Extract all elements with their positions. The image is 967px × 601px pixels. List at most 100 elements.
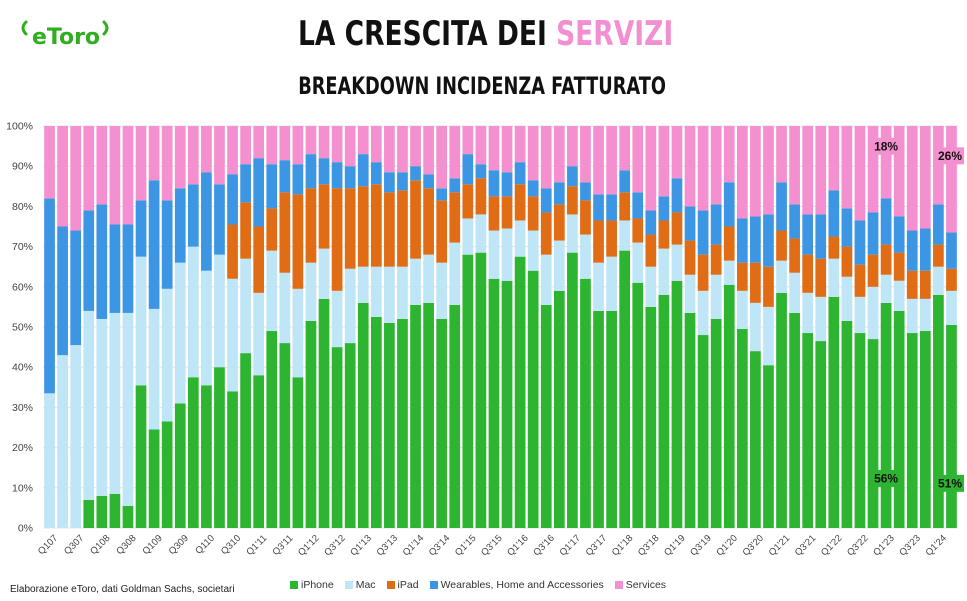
- bar-segment-iphone: [893, 310, 905, 528]
- bar-segment-mac: [501, 228, 513, 281]
- bar-segment-ipad: [750, 262, 761, 303]
- legend-label: Mac: [355, 579, 376, 591]
- bar-segment-wearables-home-and-accessories: [266, 164, 278, 209]
- legend-item: Mac: [344, 579, 376, 591]
- bar-segment-iphone: [906, 333, 918, 528]
- y-tick-label: 0%: [18, 523, 33, 535]
- bar-segment-wearables-home-and-accessories: [933, 204, 944, 245]
- bar-segment-ipad: [697, 254, 709, 291]
- source-note: Elaborazione eToro, dati Goldman Sachs, …: [10, 584, 235, 595]
- bar-segment-wearables-home-and-accessories: [83, 210, 95, 311]
- bar-segment-mac: [880, 274, 892, 303]
- bar-segment-services: [57, 126, 68, 227]
- bar-segment-iphone: [384, 322, 395, 528]
- bar-segment-mac: [449, 242, 461, 305]
- bar-segment-services: [736, 126, 748, 219]
- bar-segment-iphone: [514, 256, 526, 528]
- bar-segment-mac: [919, 298, 931, 332]
- legend: iPhone Mac iPad Wearables, Home and Accesso…: [290, 579, 666, 591]
- annotation-label: 26%: [936, 147, 964, 165]
- bar-segment-iphone: [423, 302, 434, 528]
- bar-segment-iphone: [187, 377, 199, 528]
- bar-segment-iphone: [684, 312, 696, 528]
- x-tick-label: Q1'17: [558, 533, 584, 559]
- bar-segment-iphone: [867, 339, 879, 528]
- bar-segment-ipad: [227, 224, 238, 279]
- bar-segment-services: [671, 126, 683, 179]
- bar-segment-ipad: [828, 236, 840, 259]
- bar-segment-wearables-home-and-accessories: [632, 192, 644, 219]
- bar-segment-ipad: [815, 258, 827, 297]
- bar-segment-iphone: [645, 306, 657, 528]
- bar-segment-wearables-home-and-accessories: [776, 182, 787, 231]
- bar-segment-wearables-home-and-accessories: [344, 166, 356, 189]
- bar-segment-services: [174, 126, 186, 189]
- legend-label: iPhone: [301, 579, 334, 591]
- x-tick-label: Q3'11: [270, 533, 295, 558]
- bar-segment-ipad: [619, 192, 631, 221]
- bar-segment-mac: [44, 393, 55, 528]
- bar-segment-ipad: [736, 262, 748, 291]
- bar-segment-iphone: [475, 252, 487, 528]
- x-tick-label: Q3'22: [845, 533, 871, 559]
- bar-segment-iphone: [750, 351, 761, 528]
- bar-segment-wearables-home-and-accessories: [841, 208, 853, 247]
- bar-segment-iphone: [83, 499, 95, 528]
- bar-segment-ipad: [553, 204, 565, 241]
- bar-segment-services: [710, 126, 722, 205]
- bar-segment-wearables-home-and-accessories: [370, 162, 382, 185]
- bar-segment-mac: [266, 250, 278, 332]
- bar-segment-ipad: [240, 202, 251, 259]
- bar-segment-iphone: [135, 385, 147, 528]
- annotation-bg: [872, 469, 901, 487]
- logo-left-leaf: [21, 20, 28, 36]
- bar-segment-iphone: [776, 292, 787, 528]
- annotation-bg: [936, 474, 964, 492]
- bar-segment-wearables-home-and-accessories: [593, 194, 604, 221]
- bar-segment-iphone: [933, 294, 944, 528]
- bar-segment-mac: [161, 288, 173, 422]
- bar-segment-services: [527, 126, 539, 181]
- bar-segment-mac: [410, 258, 421, 305]
- bar-segment-mac: [580, 234, 591, 279]
- bar-segment-mac: [671, 244, 683, 281]
- x-tick-label: Q108: [88, 533, 112, 557]
- legend-swatch: [344, 581, 353, 589]
- bar-segment-wearables-home-and-accessories: [423, 174, 434, 189]
- bar-segment-mac: [632, 242, 644, 283]
- bar-segment-wearables-home-and-accessories: [828, 190, 840, 237]
- bar-segment-iphone: [854, 333, 866, 528]
- bar-segment-iphone: [344, 343, 356, 528]
- bar-segment-mac: [893, 280, 905, 311]
- bar-segment-wearables-home-and-accessories: [462, 154, 474, 185]
- y-tick-label: 80%: [12, 201, 33, 213]
- annotation-label: 56%: [872, 469, 901, 487]
- bar-segment-wearables-home-and-accessories: [619, 170, 631, 193]
- bar-segment-wearables-home-and-accessories: [710, 204, 722, 245]
- bar-segment-mac: [750, 302, 761, 352]
- bar-segment-mac: [815, 296, 827, 342]
- bar-segment-wearables-home-and-accessories: [201, 172, 212, 271]
- bar-segment-services: [423, 126, 434, 175]
- bar-segment-ipad: [710, 244, 722, 275]
- x-tick-label: Q3'20: [741, 533, 767, 559]
- bar-segment-wearables-home-and-accessories: [501, 172, 513, 197]
- bar-segment-iphone: [462, 254, 474, 528]
- bar-segment-iphone: [763, 365, 774, 528]
- y-tick-label: 20%: [12, 442, 33, 454]
- bar-segment-services: [148, 126, 160, 181]
- x-tick-label: Q1'14: [401, 533, 427, 559]
- bar-segment-ipad: [580, 200, 591, 235]
- page-title: LA CRESCITA DEI SERVIZI: [108, 14, 862, 54]
- bar-segment-services: [161, 126, 173, 201]
- bar-segment-wearables-home-and-accessories: [763, 214, 774, 267]
- x-tick-label: Q1'23: [871, 533, 897, 559]
- bar-segment-services: [397, 126, 408, 173]
- bars: [44, 126, 957, 528]
- bar-segment-wearables-home-and-accessories: [946, 232, 957, 269]
- bar-segment-iphone: [240, 353, 251, 528]
- bar-segment-ipad: [723, 226, 735, 261]
- bar-segment-services: [540, 126, 552, 189]
- bar-segment-iphone: [488, 278, 500, 528]
- annotations: 18% 26% 56% 51%: [872, 137, 964, 492]
